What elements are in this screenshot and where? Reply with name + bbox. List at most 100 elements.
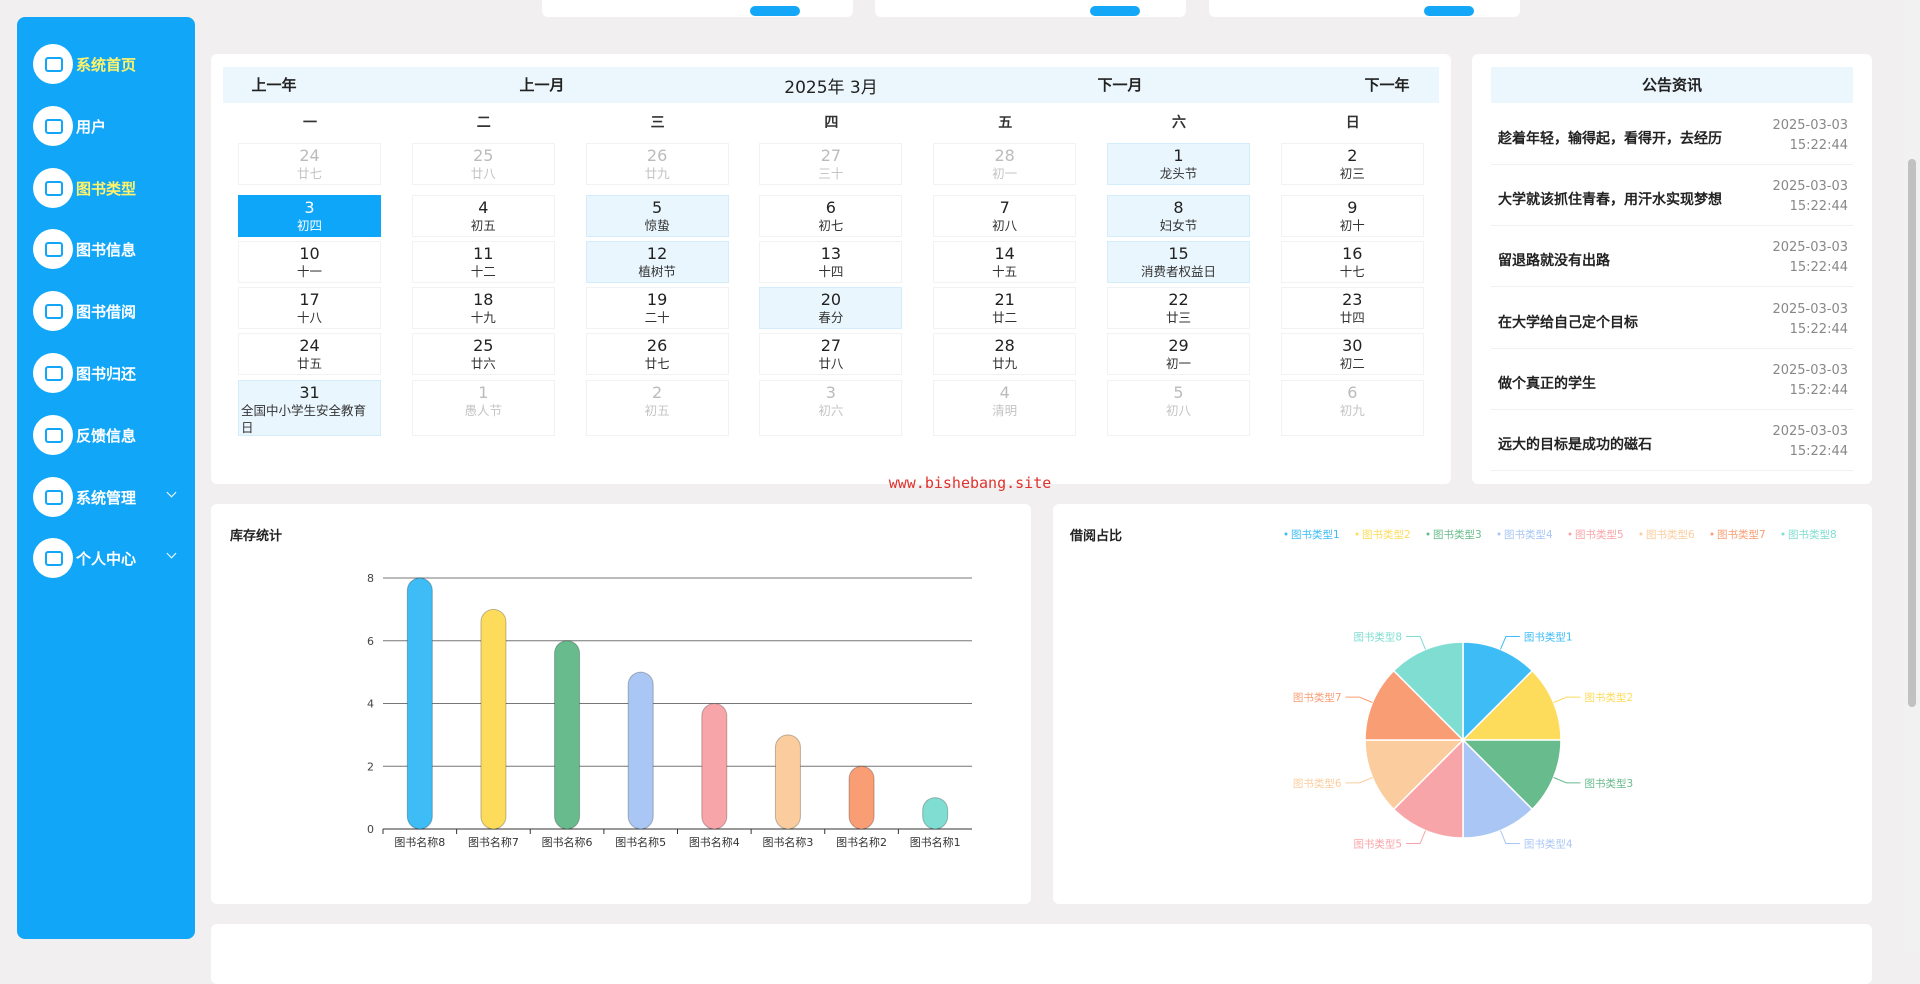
day-cell[interactable]: 27 三十 — [759, 143, 903, 185]
day-lunar: 廿二 — [992, 310, 1018, 325]
pie-slice — [1462, 641, 1534, 741]
day-cell[interactable]: 18 十九 — [411, 287, 555, 329]
menu-item[interactable]: 用户 — [17, 104, 195, 148]
day-number: 1 — [478, 383, 489, 402]
day-lunar: 十一 — [296, 264, 322, 279]
menu-icon — [33, 291, 73, 332]
calendar-nav[interactable]: 上一年 — [251, 76, 297, 94]
day-cell[interactable]: 6 初九 — [1280, 380, 1424, 436]
announcement-item[interactable]: 做个真正的学生 2025-03-03 15:22:44 — [1491, 357, 1853, 410]
announcement-item[interactable]: 大学就该抓住青春，用汗水实现梦想 2025-03-03 15:22:44 — [1491, 173, 1853, 227]
day-cell[interactable]: 15 消费者权益日 — [1107, 241, 1250, 283]
announcement-time: 15:22:44 — [1789, 199, 1848, 215]
legend-label: 图书类型2 — [1362, 528, 1411, 541]
day-cell[interactable]: 25 廿八 — [411, 143, 555, 185]
stat-pill — [1090, 6, 1140, 16]
pie-slice — [1392, 739, 1464, 839]
pie-slice — [1462, 669, 1562, 741]
day-cell[interactable]: 28 廿九 — [933, 333, 1077, 375]
day-cell[interactable]: 9 初十 — [1280, 195, 1424, 237]
day-cell[interactable]: 6 初七 — [759, 195, 903, 237]
announcement-title: 留退路就没有出路 — [1498, 253, 1610, 270]
day-cell[interactable]: 27 廿八 — [759, 333, 903, 375]
announcement-item[interactable]: 趁着年轻，输得起，看得开，去经历 2025-03-03 15:22:44 — [1491, 112, 1853, 165]
stat-card — [1209, 0, 1520, 17]
day-cell[interactable]: 3 初六 — [759, 380, 903, 436]
menu-item[interactable]: 系统管理 — [17, 475, 195, 519]
legend-marker — [1781, 532, 1785, 536]
day-cell[interactable]: 5 初八 — [1107, 380, 1250, 436]
day-cell[interactable]: 21 廿二 — [933, 287, 1077, 329]
day-cell[interactable]: 16 十七 — [1280, 241, 1424, 283]
day-cell[interactable]: 12 植树节 — [585, 241, 729, 283]
menu-item[interactable]: 系统首页 — [17, 42, 195, 86]
legend-label: 图书类型7 — [1717, 528, 1766, 541]
weekday: 六 — [1172, 115, 1186, 131]
announcement-title: 在大学给自己定个目标 — [1498, 314, 1638, 331]
day-number: 22 — [1168, 290, 1189, 309]
day-cell[interactable]: 28 初一 — [933, 143, 1077, 185]
calendar-nav[interactable]: 下一月 — [1097, 76, 1143, 94]
day-cell[interactable]: 24 廿七 — [238, 143, 381, 185]
day-lunar: 初八 — [992, 218, 1018, 233]
menu-item[interactable]: 图书类型 — [17, 166, 195, 210]
stat-pill — [750, 6, 800, 16]
day-cell[interactable]: 2 初五 — [585, 380, 729, 436]
day-cell[interactable]: 29 初一 — [1107, 333, 1250, 375]
calendar-nav[interactable]: 下一年 — [1364, 76, 1410, 94]
day-number: 11 — [473, 244, 494, 263]
day-cell[interactable]: 8 妇女节 — [1107, 195, 1250, 237]
announcement-time: 15:22:44 — [1789, 138, 1848, 153]
day-cell[interactable]: 26 廿九 — [585, 143, 729, 185]
announcement-item[interactable]: 留退路就没有出路 2025-03-03 15:22:44 — [1491, 234, 1853, 288]
day-number: 4 — [999, 383, 1010, 402]
day-cell[interactable]: 1 愚人节 — [411, 380, 555, 436]
day-cell[interactable]: 25 廿六 — [411, 333, 555, 375]
day-cell[interactable]: 1 龙头节 — [1107, 143, 1250, 185]
x-tick-label: 图书名称1 — [910, 835, 961, 849]
calendar-nav[interactable]: 上一月 — [519, 76, 565, 94]
bar-chart: 库存统计 0 2 4 6 8 图书名称8 图书名称7 图书名称6 图书名称5 图书名称4 图书名称3 图… — [230, 528, 972, 849]
day-cell[interactable]: 2 初三 — [1280, 143, 1424, 185]
menu-item[interactable]: 个人中心 — [17, 536, 195, 580]
day-cell[interactable]: 24 廿五 — [238, 333, 381, 375]
day-cell[interactable]: 26 廿七 — [585, 333, 729, 375]
day-cell[interactable]: 4 清明 — [933, 380, 1077, 436]
day-lunar: 初八 — [1165, 403, 1191, 418]
day-cell[interactable]: 3 初四 — [238, 195, 381, 237]
day-cell[interactable]: 13 十四 — [759, 241, 903, 283]
day-cell[interactable]: 31 全国中小学生安全教育日 — [238, 380, 381, 436]
menu-chevron — [166, 548, 177, 559]
label-line — [1406, 636, 1426, 650]
day-cell[interactable]: 14 十五 — [933, 241, 1077, 283]
day-number: 5 — [1173, 383, 1184, 402]
day-cell[interactable]: 30 初二 — [1280, 333, 1424, 375]
day-cell[interactable]: 11 十二 — [411, 241, 555, 283]
menu-item[interactable]: 反馈信息 — [17, 413, 195, 457]
day-lunar: 初四 — [296, 218, 322, 233]
menu-item[interactable]: 图书借阅 — [17, 289, 195, 333]
menu-item[interactable]: 图书信息 — [17, 227, 195, 271]
menu-item[interactable]: 图书归还 — [17, 351, 195, 395]
day-cell[interactable]: 22 廿三 — [1107, 287, 1250, 329]
day-number: 21 — [994, 290, 1015, 309]
day-cell[interactable]: 5 惊蛰 — [585, 195, 729, 237]
weekday: 五 — [998, 115, 1013, 131]
day-cell[interactable]: 4 初五 — [411, 195, 555, 237]
day-lunar: 初五 — [470, 218, 496, 233]
day-lunar: 妇女节 — [1159, 218, 1198, 233]
day-cell[interactable]: 17 十八 — [238, 287, 381, 329]
day-cell[interactable]: 23 廿四 — [1280, 287, 1424, 329]
x-tick-label: 图书名称6 — [542, 835, 593, 849]
scrollbar-thumb[interactable] — [1908, 159, 1916, 707]
day-cell[interactable]: 7 初八 — [933, 195, 1077, 237]
chart-title: 借阅占比 — [1069, 528, 1122, 544]
day-cell[interactable]: 20 春分 — [759, 287, 903, 329]
announcement-item[interactable]: 远大的目标是成功的磁石 2025-03-03 15:22:44 — [1491, 418, 1853, 471]
announcement-title: 远大的目标是成功的磁石 — [1498, 437, 1652, 453]
pie-slice — [1364, 669, 1464, 741]
day-cell[interactable]: 19 二十 — [585, 287, 729, 329]
announcement-item[interactable]: 在大学给自己定个目标 2025-03-03 15:22:44 — [1491, 296, 1853, 349]
scrollbar — [1904, 0, 1920, 952]
day-cell[interactable]: 10 十一 — [238, 241, 381, 283]
